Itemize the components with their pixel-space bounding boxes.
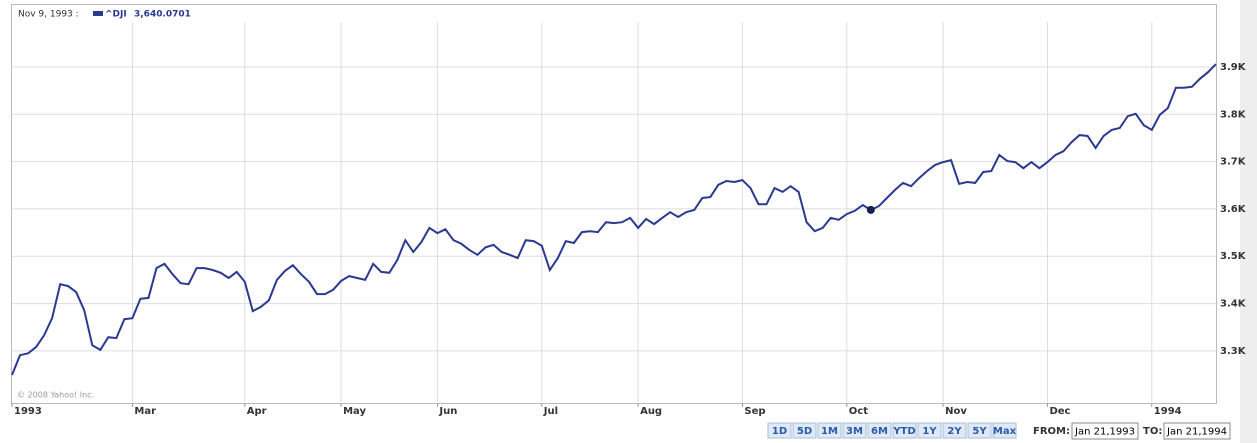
range-button-label[interactable]: 5Y — [972, 426, 987, 437]
x-tick-label: Dec — [1049, 406, 1070, 417]
tooltip-value: 3,640.0701 — [134, 10, 191, 20]
y-tick-label: 3.7K — [1220, 157, 1247, 168]
plot-frame — [11, 4, 1217, 404]
range-button[interactable] — [942, 422, 967, 439]
x-tick-label: Mar — [134, 406, 156, 417]
x-tick-label: Aug — [640, 406, 662, 417]
range-button[interactable] — [917, 422, 942, 439]
x-tick-label: Jun — [438, 406, 457, 417]
tooltip-date: Nov 9, 1993 : — [18, 10, 79, 20]
controls: 1D 5D 1M 3M 6M YTD 1Y 2Y 5Y Max FROM: Jan 21,1993 TO… — [767, 422, 1231, 440]
y-tick-label: 3.5K — [1220, 251, 1247, 262]
range-button[interactable] — [817, 422, 842, 439]
range-button[interactable] — [892, 422, 917, 439]
side-strip — [1240, 0, 1257, 443]
x-tick-label: Sep — [744, 406, 765, 417]
y-tick-label: 3.3K — [1220, 346, 1247, 357]
to-input[interactable] — [1163, 422, 1231, 440]
range-button-label[interactable]: 1Y — [922, 426, 937, 437]
range-button-label[interactable]: YTD — [892, 426, 915, 437]
y-tick-label: 3.8K — [1220, 109, 1247, 120]
from-input[interactable] — [1071, 422, 1139, 440]
x-tick-label: Nov — [945, 406, 967, 417]
hover-point — [866, 205, 875, 214]
range-button[interactable] — [992, 422, 1017, 439]
range-button-label[interactable]: 2Y — [947, 426, 962, 437]
range-button-label[interactable]: 1D — [772, 426, 787, 437]
from-label: FROM: — [1033, 426, 1070, 437]
range-button-label[interactable]: 3M — [846, 426, 863, 437]
price-line — [11, 63, 1217, 376]
credit: © 2008 Yahoo! Inc. — [17, 391, 94, 400]
x-tick-label: 1994 — [1154, 406, 1182, 417]
to-value[interactable]: Jan 21,1994 — [1166, 427, 1227, 438]
tooltip-series: ^DJI — [105, 10, 127, 20]
y-tick-label: 3.4K — [1220, 299, 1247, 310]
range-button[interactable] — [842, 422, 867, 439]
x-tick-label: Jul — [543, 406, 558, 417]
range-button[interactable] — [767, 422, 792, 439]
range-button[interactable] — [792, 422, 817, 439]
x-tick-label: Apr — [247, 406, 267, 417]
x-tick-label: Oct — [849, 406, 868, 417]
tooltip-bar — [12, 5, 1216, 23]
from-value[interactable]: Jan 21,1993 — [1074, 427, 1135, 438]
to-label: TO: — [1143, 426, 1162, 437]
x-tick-label: 1993 — [14, 406, 42, 417]
range-button[interactable] — [867, 422, 892, 439]
range-button-label[interactable]: 6M — [871, 426, 888, 437]
y-tick-label: 3.9K — [1220, 62, 1247, 73]
range-button[interactable] — [967, 422, 992, 439]
x-tick-label: May — [343, 406, 366, 417]
tooltip-swatch — [93, 11, 103, 16]
range-button-label[interactable]: 1M — [821, 426, 838, 437]
y-tick-label: 3.6K — [1220, 204, 1247, 215]
range-button-label[interactable]: 5D — [797, 426, 812, 437]
range-button-label[interactable]: Max — [993, 426, 1017, 437]
